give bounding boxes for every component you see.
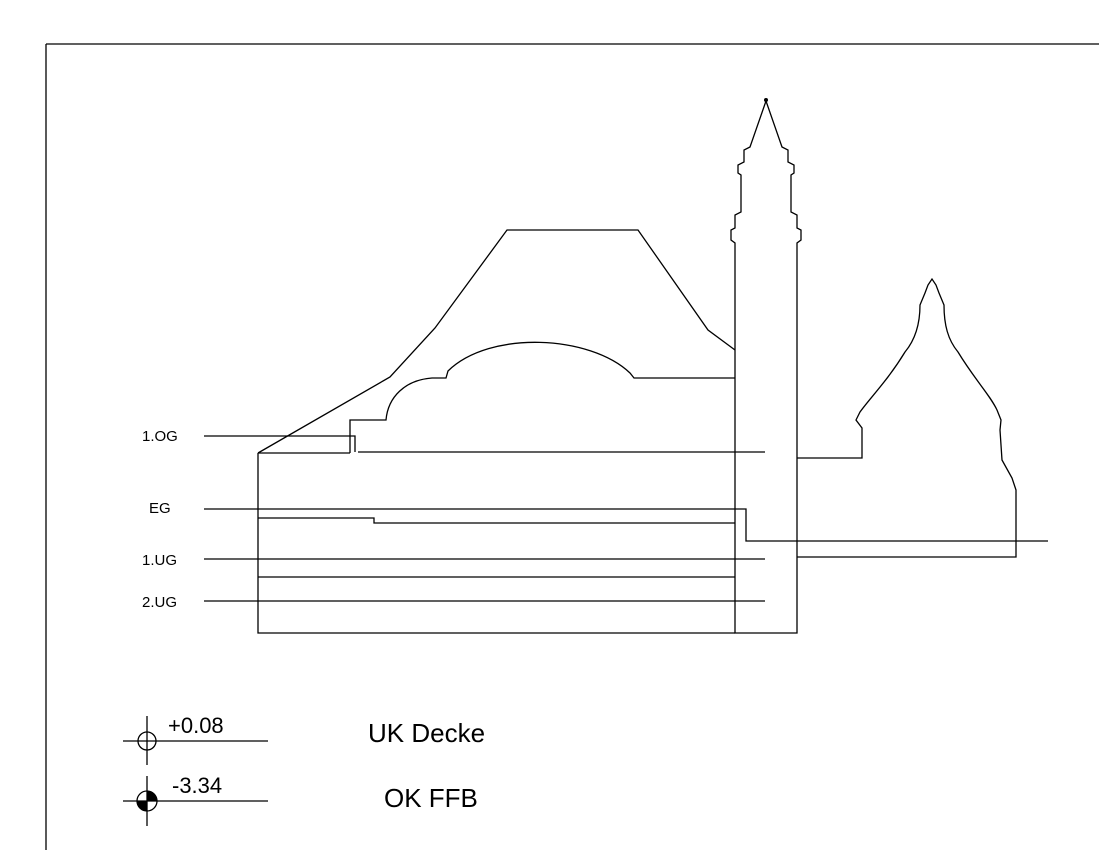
main-building [257, 451, 765, 634]
legend-floor-label: OK FFB [384, 783, 478, 813]
drawing-frame [45, 43, 1099, 850]
legend-floor-value: -3.34 [172, 773, 222, 798]
level-lines [204, 435, 1048, 602]
level-label-2ug: 2.UG [142, 594, 177, 611]
roof-outline [257, 229, 736, 454]
floor-step [350, 435, 356, 452]
legend: +0.08 UK Decke -3.34 OK FFB [123, 713, 485, 826]
legend-ceiling-label: UK Decke [368, 718, 485, 748]
tower-outline [730, 98, 802, 634]
dome-outline [349, 341, 735, 453]
filled-level-symbol [123, 776, 268, 826]
level-label-1ug: 1.UG [142, 552, 177, 569]
annex-outline [797, 277, 1017, 558]
legend-ceiling-value: +0.08 [168, 713, 224, 738]
level-label-eg: EG [149, 500, 171, 517]
level-label-1og: 1.OG [142, 428, 178, 445]
open-level-symbol [123, 716, 268, 765]
